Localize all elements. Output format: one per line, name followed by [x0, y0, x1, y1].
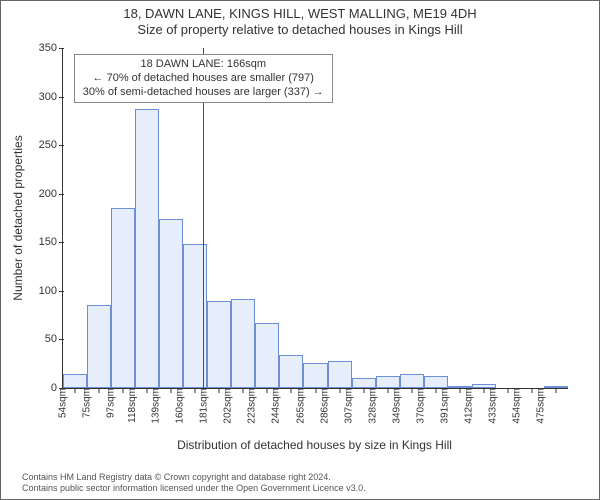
figure: 18, DAWN LANE, KINGS HILL, WEST MALLING,… — [0, 0, 600, 500]
histogram-bar — [424, 376, 448, 388]
x-tick: 181sqm — [193, 388, 210, 424]
x-axis-label: Distribution of detached houses by size … — [177, 438, 452, 452]
footer: Contains HM Land Registry data © Crown c… — [22, 472, 366, 494]
x-tick: 139sqm — [145, 388, 162, 424]
annotation-line: ← 70% of detached houses are smaller (79… — [83, 72, 324, 86]
annotation-box: 18 DAWN LANE: 166sqm← 70% of detached ho… — [74, 54, 333, 103]
y-tick: 250 — [39, 139, 63, 151]
x-tick: 349sqm — [385, 388, 402, 424]
x-tick: 412sqm — [458, 388, 475, 424]
histogram-bar — [376, 376, 400, 388]
histogram-bar — [352, 378, 376, 388]
x-tick: 307sqm — [337, 388, 354, 424]
x-tick: 118sqm — [121, 388, 138, 423]
histogram-bar — [255, 323, 279, 388]
x-tick: 202sqm — [217, 388, 234, 424]
y-tick: 300 — [39, 91, 63, 103]
x-tick: 97sqm — [100, 388, 117, 418]
x-tick: 433sqm — [482, 388, 499, 424]
histogram-bar — [111, 208, 135, 388]
y-tick: 200 — [39, 188, 63, 200]
x-tick: 328sqm — [361, 388, 378, 424]
y-tick: 350 — [39, 42, 63, 54]
histogram-bar — [63, 374, 87, 388]
x-tick: 244sqm — [265, 388, 282, 424]
x-tick: 454sqm — [506, 388, 523, 424]
histogram-bar — [328, 361, 352, 388]
histogram-bar — [400, 374, 424, 388]
histogram-bar — [207, 301, 231, 388]
footer-line-2: Contains public sector information licen… — [22, 483, 366, 494]
title-main: 18, DAWN LANE, KINGS HILL, WEST MALLING,… — [0, 0, 600, 22]
histogram-bar — [159, 219, 183, 388]
x-tick: 370sqm — [409, 388, 426, 424]
plot-area: 05010015020025030035054sqm75sqm97sqm118s… — [62, 48, 568, 389]
x-tick: 475sqm — [530, 388, 547, 424]
histogram-bar — [279, 355, 303, 388]
x-tick: 265sqm — [289, 388, 306, 424]
histogram-bar — [87, 305, 111, 388]
x-tick: 160sqm — [169, 388, 186, 424]
x-tick: 54sqm — [52, 388, 69, 418]
x-tick: 391sqm — [433, 388, 450, 424]
x-tick: 75sqm — [76, 388, 93, 418]
histogram-bar — [135, 109, 159, 388]
y-axis-label: Number of detached properties — [11, 135, 25, 300]
x-tick: 223sqm — [241, 388, 258, 424]
x-tick: 286sqm — [313, 388, 330, 424]
y-tick: 150 — [39, 236, 63, 248]
x-tick-mark — [555, 388, 556, 393]
y-tick: 50 — [45, 333, 63, 345]
histogram-bar — [544, 386, 568, 388]
annotation-line: 30% of semi-detached houses are larger (… — [83, 86, 324, 100]
y-tick: 100 — [39, 285, 63, 297]
histogram-bar — [303, 363, 327, 388]
title-sub: Size of property relative to detached ho… — [0, 22, 600, 42]
histogram-bar — [231, 299, 255, 388]
footer-line-1: Contains HM Land Registry data © Crown c… — [22, 472, 366, 483]
annotation-line: 18 DAWN LANE: 166sqm — [83, 58, 324, 72]
